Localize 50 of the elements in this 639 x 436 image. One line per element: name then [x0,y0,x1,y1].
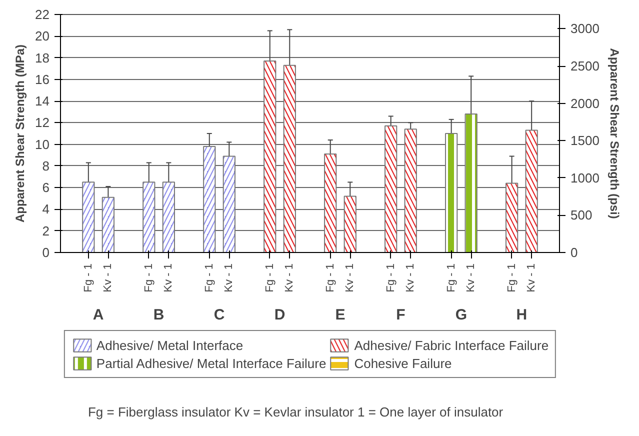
y-tick-label: 18 [35,50,50,66]
x-tick-label: Kv - 1 [102,263,114,292]
x-tick-label: Kv - 1 [162,263,175,292]
y-tick-label: 10 [35,136,50,152]
text: Fg = Fiberglass insulator Kv = Kevlar insulator 1 = One layer of insulator [88,404,504,420]
text: E [335,306,346,324]
y-tick-label: 16 [35,72,50,87]
y-tick-label: 2 [42,223,50,238]
y-tick-label: 12 [35,115,50,130]
y2-axis-title: Apparent Shear Strength (psi) [607,48,622,219]
y2-tick-label: 500 [570,208,592,223]
x-tick-label: Fg - 1 [445,263,458,292]
legend-label: Adhesive/ Fabric Interface Failure [354,338,549,352]
y-axis-title: Apparent Shear Strength (MPa) [13,44,28,223]
y-tick-label: 4 [42,202,50,217]
text: C [214,306,225,324]
legend-label: Cohesive Failure [354,356,452,370]
x-tick-label: Fg - 1 [82,263,94,292]
legend-label: Adhesive/ Metal Interface [96,338,244,352]
y-tick-label: 14 [35,94,50,109]
y-tick-label: 8 [42,158,50,174]
x-tick-label: Kv - 1 [404,263,417,292]
text: A [92,306,104,324]
y2-tick-label: 0 [570,245,578,260]
text: F [396,306,406,324]
x-tick-label: Fg - 1 [264,263,276,292]
x-tick-label: Kv - 1 [284,263,296,292]
text: D [274,306,286,324]
x-tick-label: Fg - 1 [506,263,518,292]
y2-tick-label: 1000 [570,170,600,186]
y2-tick-label: 2500 [570,58,600,74]
y2-tick-label: 2000 [570,96,600,111]
x-tick-label: Fg - 1 [384,263,397,292]
x-tick-label: Fg - 1 [203,263,216,292]
x-tick-label: Kv - 1 [344,263,356,292]
legend-label: Partial Adhesive/ Metal Interface Failure [96,356,326,370]
y2-tick-label: 1500 [570,133,600,148]
text: B [153,306,164,324]
x-tick-label: Fg - 1 [142,263,155,292]
y-tick-label: 0 [42,245,50,260]
y2-tick-label: 3000 [570,21,600,36]
x-tick-label: Kv - 1 [223,263,236,292]
x-tick-label: Kv - 1 [465,263,478,292]
x-tick-label: Kv - 1 [526,263,538,292]
y-tick-label: 6 [42,180,50,196]
text: H [516,306,528,324]
text: G [455,306,468,324]
y-tick-label: 22 [35,7,50,22]
x-tick-label: Fg - 1 [324,263,336,292]
y-tick-label: 20 [35,28,50,44]
